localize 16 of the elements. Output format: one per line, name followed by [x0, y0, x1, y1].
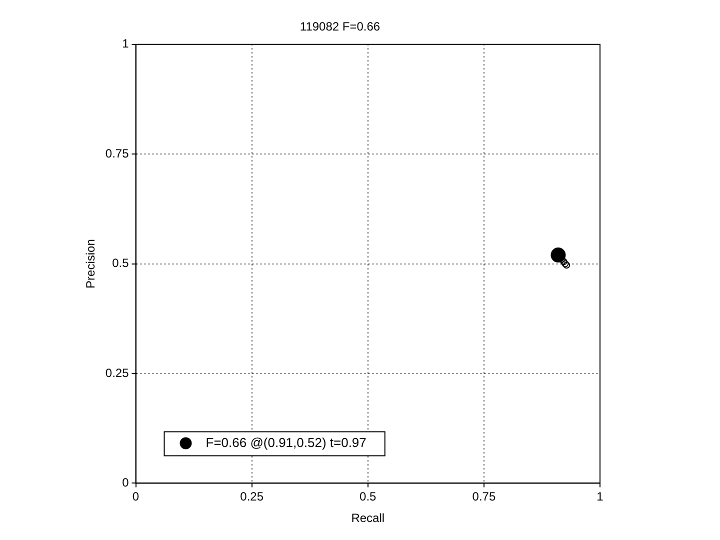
- y-tick-label: 0.75: [105, 146, 130, 160]
- x-tick-label: 0: [132, 490, 140, 504]
- y-tick-label: 1: [122, 36, 130, 51]
- y-tick-label: 0.25: [105, 366, 130, 380]
- y-tick-label: 0.5: [112, 256, 130, 270]
- x-tick-label: 0.75: [472, 490, 496, 504]
- x-tick-label: 1: [596, 490, 604, 504]
- point: [560, 258, 568, 266]
- chart-title: 119082 F=0.66: [300, 20, 380, 34]
- point: [550, 248, 566, 263]
- legend-label: F=0.66 @(0.91,0.52) t=0.97: [206, 434, 366, 450]
- x-tick-label: 0.25: [240, 490, 264, 504]
- x-tick-label: 0.5: [360, 490, 377, 504]
- y-tick-label: 0: [122, 476, 130, 490]
- x-axis-title: Recall: [351, 511, 385, 526]
- y-axis-title: Precision: [84, 239, 98, 288]
